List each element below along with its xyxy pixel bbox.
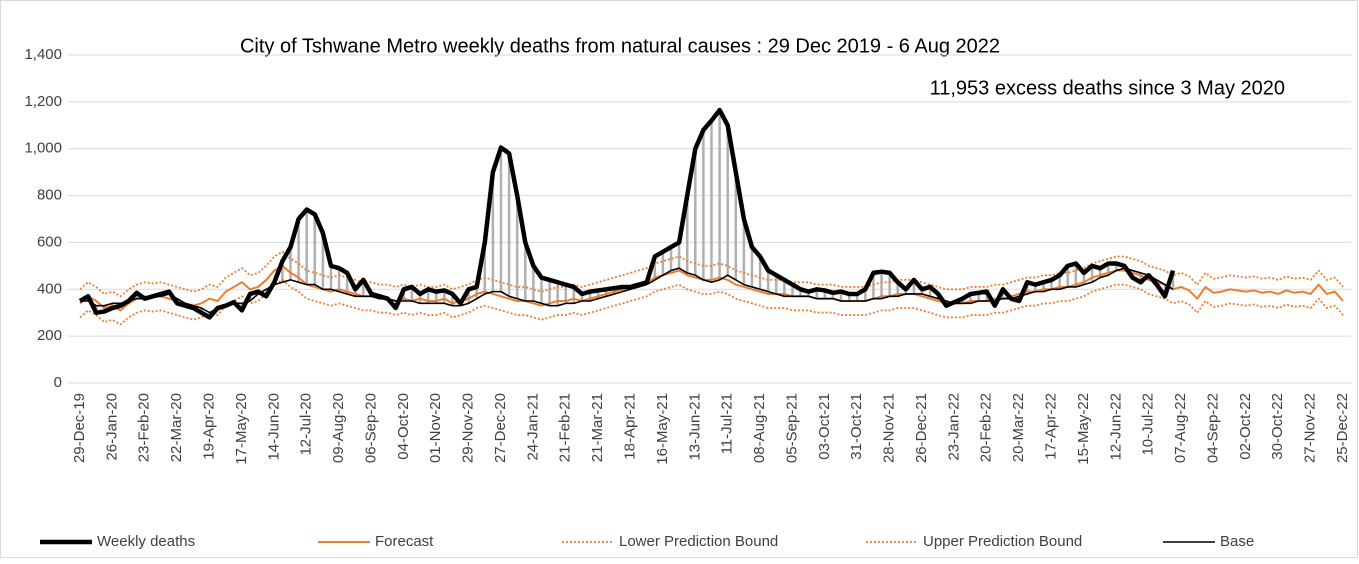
y-tick-label: 0 [54, 374, 62, 391]
y-tick-label: 1,400 [24, 46, 62, 63]
y-tick-label: 600 [37, 233, 62, 250]
x-tick-label: 22-Mar-20 [168, 393, 185, 462]
x-tick-label: 10-Jul-22 [1140, 393, 1157, 456]
legend-label: Forecast [375, 533, 434, 550]
y-tick-label: 800 [37, 187, 62, 204]
y-tick-label: 400 [37, 280, 62, 297]
y-tick-label: 1,200 [24, 93, 62, 110]
legend-label: Base [1220, 533, 1254, 550]
legend-label: Upper Prediction Bound [923, 533, 1082, 550]
x-tick-label: 02-Oct-22 [1237, 393, 1254, 460]
legend-label: Lower Prediction Bound [619, 533, 778, 550]
x-tick-label: 15-May-22 [1075, 393, 1092, 465]
x-tick-label: 28-Nov-21 [881, 393, 898, 463]
x-tick-label: 24-Jan-21 [524, 393, 541, 461]
x-tick-label: 04-Sep-22 [1204, 393, 1221, 463]
x-tick-label: 07-Aug-22 [1172, 393, 1189, 463]
series-line [79, 264, 1344, 312]
chart-title: City of Tshwane Metro weekly deaths from… [240, 35, 1000, 57]
x-tick-label: 20-Feb-22 [978, 393, 995, 462]
x-tick-label: 04-Oct-20 [395, 393, 412, 460]
x-tick-label: 21-Feb-21 [557, 393, 574, 462]
x-tick-label: 16-May-21 [654, 393, 671, 465]
x-tick-label: 23-Feb-20 [136, 393, 153, 462]
x-tick-label: 03-Oct-21 [816, 393, 833, 460]
x-tick-label: 29-Dec-19 [71, 393, 88, 463]
series-line [78, 107, 1176, 320]
series-line [79, 250, 1344, 298]
x-tick-label: 17-Apr-22 [1043, 393, 1060, 460]
y-tick-label: 1,000 [24, 140, 62, 157]
x-tick-label: 12-Jul-20 [298, 393, 315, 456]
x-tick-label: 27-Nov-22 [1302, 393, 1319, 463]
annotation: 11,953 excess deaths since 3 May 2020 [930, 77, 1285, 99]
x-tick-label: 20-Mar-22 [1010, 393, 1027, 462]
x-tick-label: 01-Nov-20 [427, 393, 444, 463]
x-tick-label: 17-May-20 [233, 393, 250, 465]
x-tick-label: 23-Jan-22 [945, 393, 962, 461]
x-tick-label: 21-Mar-21 [589, 393, 606, 462]
x-tick-label: 31-Oct-21 [848, 393, 865, 460]
x-tick-label: 13-Jun-21 [686, 393, 703, 461]
x-tick-label: 27-Dec-20 [492, 393, 509, 463]
legend-label: Weekly deaths [97, 533, 195, 550]
x-tick-label: 25-Dec-22 [1334, 393, 1351, 463]
x-tick-label: 05-Sep-21 [783, 393, 800, 463]
x-tick-label: 26-Jan-20 [103, 393, 120, 461]
x-tick-label: 06-Sep-20 [362, 393, 379, 463]
x-tick-label: 08-Aug-21 [751, 393, 768, 463]
x-tick-label: 09-Aug-20 [330, 393, 347, 463]
y-tick-label: 200 [37, 327, 62, 344]
x-tick-label: 14-Jun-20 [265, 393, 282, 461]
x-tick-label: 18-Apr-21 [622, 393, 639, 460]
x-tick-label: 11-Jul-21 [719, 393, 736, 454]
x-tick-label: 19-Apr-20 [201, 393, 218, 460]
x-tick-label: 26-Dec-21 [913, 393, 930, 463]
x-tick-label: 30-Oct-22 [1269, 393, 1286, 460]
x-tick-label: 29-Nov-20 [460, 393, 477, 463]
x-tick-label: 12-Jun-22 [1107, 393, 1124, 461]
